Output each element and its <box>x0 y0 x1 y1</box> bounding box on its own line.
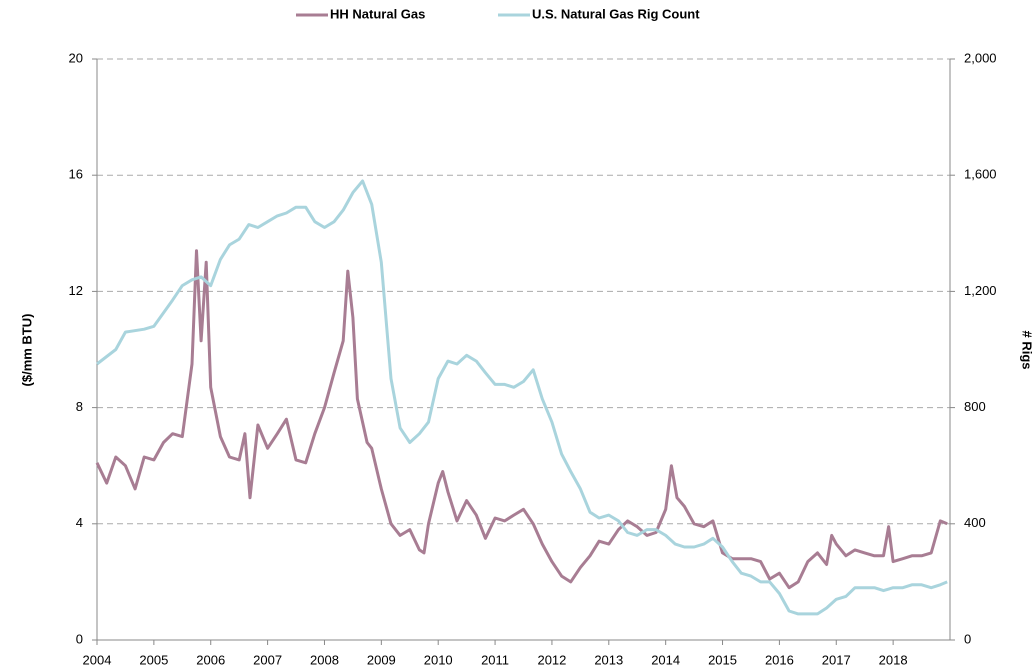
series-line <box>95 249 948 590</box>
legend-label: HH Natural Gas <box>330 6 425 21</box>
y2-tick-label: 1,200 <box>964 283 997 298</box>
y-tick-label: 12 <box>69 283 83 298</box>
x-tick-label: 2007 <box>253 652 282 667</box>
x-tick-label: 2017 <box>822 652 851 667</box>
x-tick-label: 2009 <box>367 652 396 667</box>
y2-tick-label: 2,000 <box>964 50 997 65</box>
x-tick-label: 2010 <box>424 652 453 667</box>
x-tick-label: 2004 <box>83 652 112 667</box>
x-tick-label: 2013 <box>594 652 623 667</box>
y-axis-label: ($/mm BTU) <box>19 314 34 387</box>
y2-axis-label: # Rigs <box>1020 330 1034 369</box>
y2-tick-label: 1,600 <box>964 167 997 182</box>
y-tick-label: 8 <box>76 399 83 414</box>
x-tick-label: 2011 <box>481 652 509 667</box>
x-tick-label: 2018 <box>879 652 908 667</box>
series-line <box>96 179 948 616</box>
x-tick-label: 2006 <box>196 652 225 667</box>
legend-label: U.S. Natural Gas Rig Count <box>532 6 700 21</box>
x-tick-label: 2005 <box>139 652 168 667</box>
x-tick-label: 2008 <box>310 652 339 667</box>
y-tick-label: 16 <box>69 167 83 182</box>
x-tick-label: 2012 <box>537 652 566 667</box>
y2-tick-label: 400 <box>964 515 986 530</box>
y2-tick-label: 0 <box>964 631 971 646</box>
y-tick-label: 0 <box>76 631 83 646</box>
x-tick-label: 2015 <box>708 652 737 667</box>
x-tick-label: 2014 <box>651 652 680 667</box>
x-tick-label: 2016 <box>765 652 794 667</box>
y-tick-label: 4 <box>76 515 83 530</box>
y2-tick-label: 800 <box>964 399 986 414</box>
y-tick-label: 20 <box>69 50 83 65</box>
